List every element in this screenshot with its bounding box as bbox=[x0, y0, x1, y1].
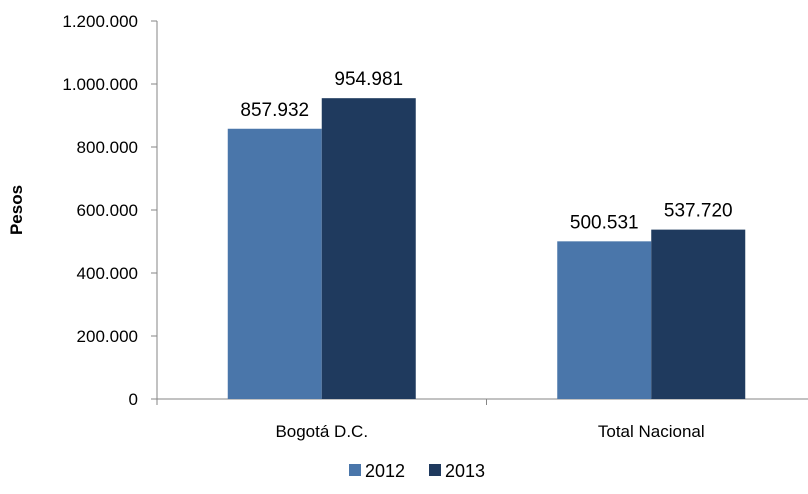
x-axis: Bogotá D.C. Total Nacional bbox=[156, 398, 808, 441]
y-tick-label: 200.000 bbox=[77, 327, 138, 346]
legend: 2012 2013 bbox=[349, 461, 485, 481]
y-tick-label: 400.000 bbox=[77, 264, 138, 283]
y-tick-label: 0 bbox=[129, 390, 138, 409]
y-axis: 0 200.000 400.000 600.000 800.000 1.000.000 1.… bbox=[62, 12, 158, 409]
legend-label: 2013 bbox=[445, 461, 485, 481]
bar-series: 857.932 954.981 500.531 537.720 bbox=[227, 69, 746, 400]
y-tick-label: 1.000.000 bbox=[62, 75, 138, 94]
data-label: 500.531 bbox=[570, 212, 639, 233]
bar-2013 bbox=[321, 98, 416, 400]
y-tick-label: 1.200.000 bbox=[62, 12, 138, 31]
data-label: 857.932 bbox=[240, 100, 309, 121]
legend-swatch-2012 bbox=[349, 464, 361, 476]
y-tick-label: 800.000 bbox=[77, 138, 138, 157]
bar-2012 bbox=[557, 241, 652, 399]
x-tick-label: Total Nacional bbox=[598, 422, 705, 441]
y-tick-label: 600.000 bbox=[77, 201, 138, 220]
x-tick-label: Bogotá D.C. bbox=[275, 422, 368, 441]
legend-label: 2012 bbox=[365, 461, 405, 481]
data-label: 537.720 bbox=[664, 201, 733, 222]
y-axis-label: Pesos bbox=[7, 185, 26, 235]
bar-2012 bbox=[227, 128, 322, 400]
bar-2013 bbox=[651, 229, 746, 399]
legend-swatch-2013 bbox=[429, 464, 441, 476]
data-label: 954.981 bbox=[334, 69, 403, 90]
